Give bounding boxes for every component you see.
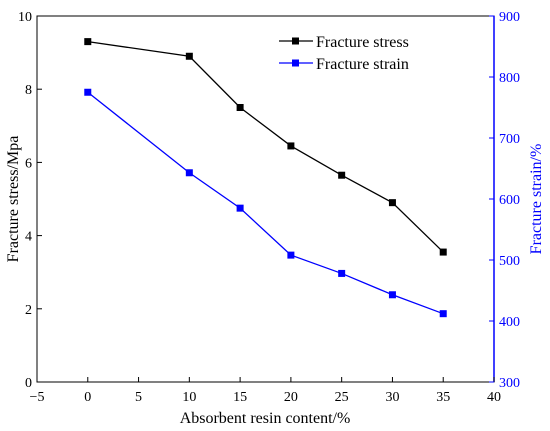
data-point-fracture-stress	[185, 52, 193, 60]
x-tick-label: 40	[487, 390, 501, 405]
plot-frame	[36, 15, 495, 383]
ticks-layer: −5 0 5 10 15 20 25 30 35 400246810300400500600700…	[18, 10, 520, 405]
x-axis-title: Absorbent resin content/%	[180, 410, 351, 427]
left-axis-title: Fracture stress/Mpa	[5, 136, 22, 263]
x-tick-label: 15	[233, 390, 247, 405]
data-point-fracture-strain	[185, 169, 193, 177]
left-y-tick-label: 10	[18, 10, 32, 25]
right-y-tick-label: 400	[499, 315, 520, 330]
legend: Fracture stress Fracture strain	[279, 34, 409, 73]
right-y-tick-label: 300	[499, 376, 520, 391]
left-y-tick-label: 2	[25, 303, 32, 318]
right-y-tick-label: 900	[499, 10, 520, 25]
data-point-fracture-strain	[84, 88, 92, 96]
data-point-fracture-strain	[439, 310, 447, 318]
right-axis-title: Fracture strain/%	[528, 144, 545, 255]
left-y-tick-label: 8	[25, 83, 32, 98]
x-tick-label: −5	[30, 390, 45, 405]
x-tick-label: 0	[84, 390, 91, 405]
x-tick-label: 20	[284, 390, 298, 405]
x-tick-label: 30	[385, 390, 399, 405]
legend-marker-strain	[292, 59, 299, 67]
data-point-fracture-stress	[287, 142, 295, 150]
legend-label-strain: Fracture strain	[316, 56, 409, 73]
data-point-fracture-stress	[439, 248, 447, 256]
x-tick-label: 25	[335, 390, 349, 405]
left-y-tick-label: 0	[25, 376, 32, 391]
left-y-tick-label: 4	[25, 230, 32, 245]
data-point-fracture-strain	[338, 269, 346, 277]
right-y-tick-label: 700	[499, 132, 520, 147]
legend-label-stress: Fracture stress	[316, 34, 409, 51]
x-tick-label: 5	[135, 390, 142, 405]
right-y-tick-label: 500	[499, 254, 520, 269]
data-point-fracture-strain	[287, 251, 295, 259]
legend-marker-stress	[292, 37, 299, 45]
series-line-fracture-stress	[87, 40, 444, 253]
data-point-fracture-stress	[388, 199, 396, 207]
series-layer	[84, 38, 447, 318]
data-point-fracture-stress	[338, 171, 346, 179]
data-point-fracture-strain	[388, 291, 396, 299]
data-point-fracture-stress	[84, 38, 92, 46]
data-point-fracture-strain	[236, 204, 244, 212]
data-point-fracture-stress	[236, 104, 244, 111]
right-y-tick-label: 800	[499, 71, 520, 86]
x-tick-label: 35	[436, 390, 450, 405]
right-y-tick-label: 600	[499, 193, 520, 208]
x-tick-label: 10	[182, 390, 196, 405]
left-y-tick-label: 6	[25, 156, 32, 171]
